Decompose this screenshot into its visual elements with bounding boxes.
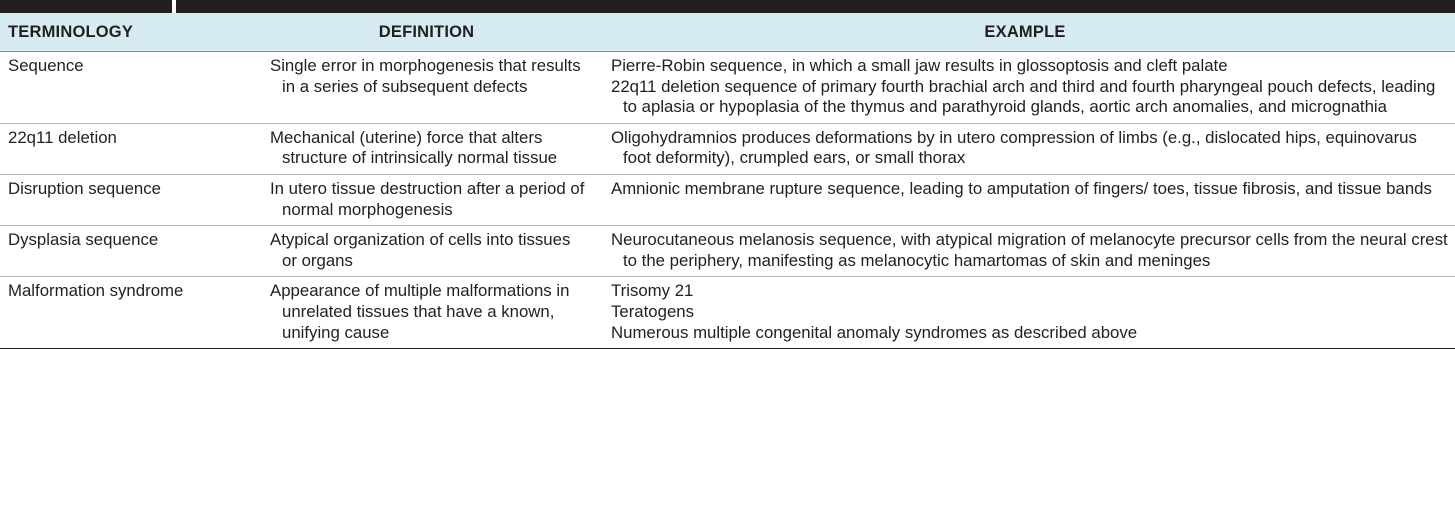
table-row: Dysplasia sequence Atypical organization… bbox=[0, 225, 1455, 278]
term-cell: Sequence bbox=[0, 51, 258, 124]
term-cell: 22q11 deletion bbox=[0, 123, 258, 175]
example-item: 22q11 deletion sequence of primary fourt… bbox=[611, 76, 1436, 117]
table-row: Malformation syndrome Appearance of mult… bbox=[0, 276, 1455, 350]
example-item: Neurocutaneous melanosis sequence, with … bbox=[611, 230, 1448, 270]
term-cell: Malformation syndrome bbox=[0, 276, 258, 350]
table-row: Disruption sequence In utero tissue dest… bbox=[0, 174, 1455, 227]
example-item: Trisomy 21 bbox=[611, 281, 694, 301]
definition-cell: Single error in morphogenesis that resul… bbox=[270, 56, 581, 96]
term-cell: Disruption sequence bbox=[0, 174, 258, 227]
definition-cell: Mechanical (uterine) force that alters s… bbox=[270, 127, 558, 168]
definition-cell: Appearance of multiple malformations in … bbox=[270, 281, 570, 342]
terminology-table: TERMINOLOGY DEFINITION EXAMPLE Sequence … bbox=[0, 13, 1455, 350]
header-example: EXAMPLE bbox=[595, 13, 1455, 52]
top-rule bbox=[0, 0, 1455, 13]
example-item: Amnionic membrane rupture sequence, lead… bbox=[611, 178, 1432, 198]
example-item: Pierre-Robin sequence, in which a small … bbox=[611, 56, 1228, 75]
table-row: Sequence Single error in morphogenesis t… bbox=[0, 51, 1455, 124]
example-item: Teratogens bbox=[611, 301, 695, 321]
term-cell: Dysplasia sequence bbox=[0, 225, 258, 278]
example-item: Numerous multiple congenital anomaly syn… bbox=[611, 322, 1138, 342]
example-item: Oligohydramnios produces deformations by… bbox=[611, 127, 1417, 168]
header-definition: DEFINITION bbox=[258, 13, 595, 52]
table-header-row: TERMINOLOGY DEFINITION EXAMPLE bbox=[0, 13, 1455, 52]
header-terminology: TERMINOLOGY bbox=[0, 13, 258, 52]
definition-cell: Atypical organization of cells into tiss… bbox=[270, 230, 571, 270]
top-rule-right bbox=[176, 0, 1455, 13]
top-rule-left bbox=[0, 0, 172, 13]
definition-cell: In utero tissue destruction after a peri… bbox=[270, 178, 585, 219]
table-row: 22q11 deletion Mechanical (uterine) forc… bbox=[0, 123, 1455, 175]
